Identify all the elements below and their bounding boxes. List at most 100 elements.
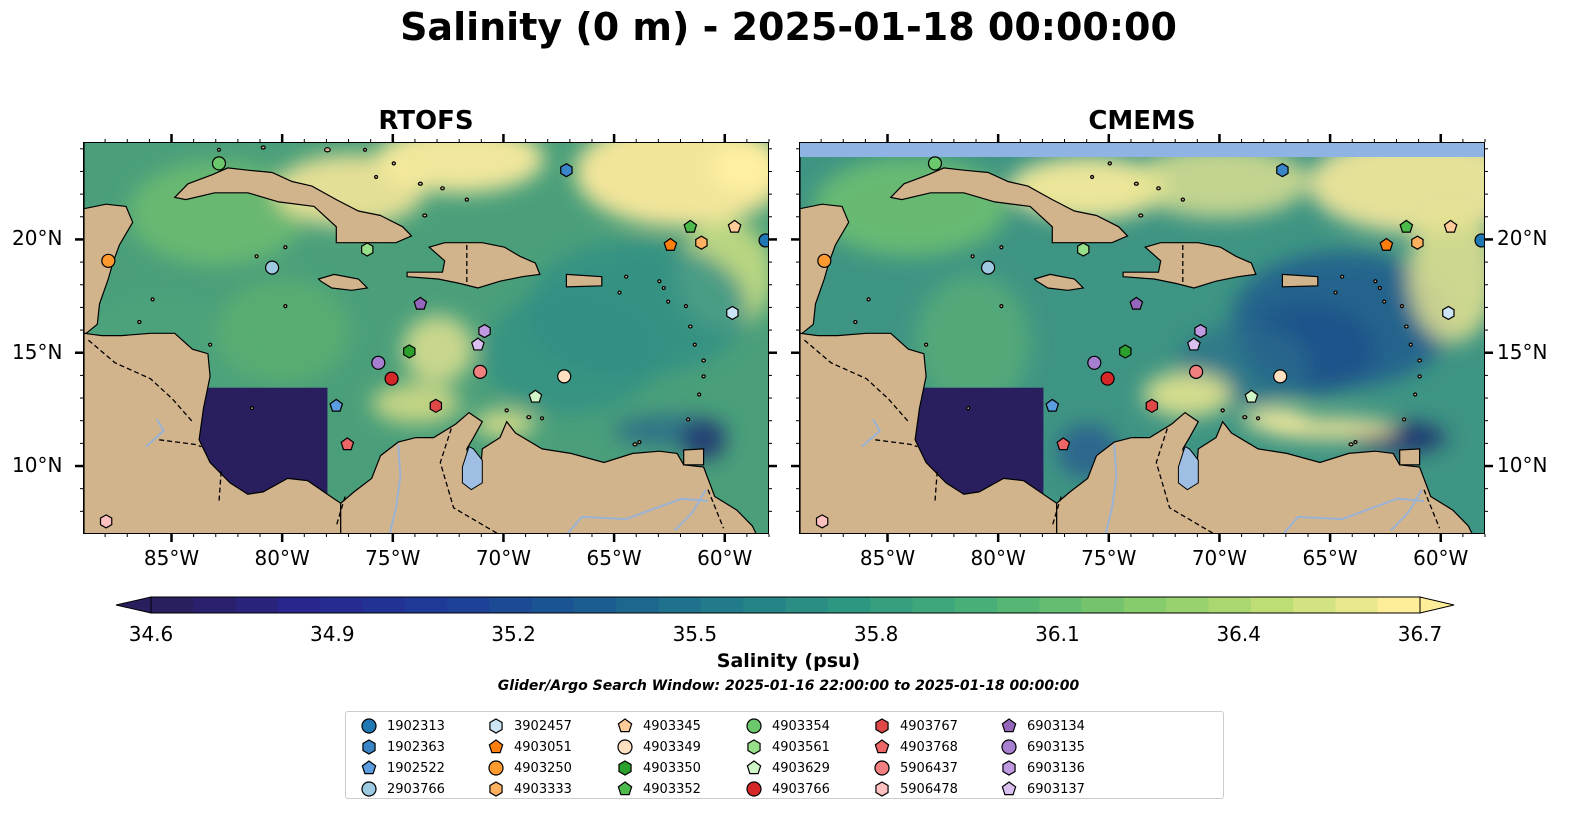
legend-label: 4903629 [772, 760, 830, 776]
river [566, 497, 709, 533]
platform-marker-6903136 [478, 323, 491, 339]
legend-label: 4903250 [514, 760, 572, 776]
legend-item: 4903250 [487, 758, 572, 778]
island [1255, 416, 1261, 421]
no-data-strip [800, 143, 1484, 157]
land-southAmerica [1056, 411, 1473, 533]
circle-marker-icon [361, 718, 377, 734]
river [1104, 444, 1118, 533]
colorbar-tick-label: 36.1 [1035, 622, 1080, 646]
platform-marker-4903350 [1119, 344, 1132, 359]
colorbar-frame [150, 596, 1421, 614]
x-tick-label: 75°W [1081, 546, 1137, 570]
colorbar-tick-label: 36.4 [1216, 622, 1261, 646]
circle-marker-icon [874, 760, 890, 776]
x-tick-label: 85°W [859, 546, 916, 570]
platform-marker-4903354 [927, 156, 943, 171]
colorbar-segment [277, 597, 321, 613]
x-tick-label: 70°W [475, 546, 532, 570]
hexagon-marker-icon [1002, 760, 1016, 776]
legend-label: 4903345 [643, 718, 701, 734]
island [970, 254, 975, 259]
island [687, 324, 693, 329]
platform-marker-4903333 [1411, 235, 1424, 250]
colorbar-segment [447, 597, 490, 613]
land-jamaica [317, 273, 369, 291]
border [1423, 489, 1441, 529]
legend-label: 4903768 [900, 739, 958, 755]
legend-label: 4903352 [643, 781, 701, 797]
legend-item: 5906437 [873, 758, 958, 778]
platform-marker-4903766 [384, 371, 399, 386]
pentagon-marker-icon [1001, 781, 1017, 796]
land-southAmerica [340, 411, 757, 533]
island [374, 174, 379, 180]
colorbar-segment [1250, 597, 1294, 613]
x-tick-label: 65°W [586, 546, 642, 570]
island [464, 197, 470, 202]
border [934, 471, 938, 502]
cmems-map-panel [799, 142, 1485, 534]
legend-label: 1902363 [387, 739, 445, 755]
platform-marker-6903137 [1187, 337, 1201, 351]
x-tick-label: 70°W [1191, 546, 1248, 570]
island [1403, 324, 1409, 329]
island [1417, 374, 1422, 379]
figure-title: Salinity (0 m) - 2025-01-18 00:00:00 [400, 5, 1177, 49]
pentagon-marker-icon [361, 760, 377, 775]
land-trinidad [1399, 448, 1421, 466]
land-hispaniola [1122, 242, 1257, 289]
island [637, 439, 642, 445]
hexagon-marker-icon [489, 718, 503, 734]
island [617, 290, 622, 295]
colorbar-segment [827, 597, 871, 613]
border [439, 428, 498, 533]
island [1333, 290, 1338, 295]
platform-marker-3902457 [1442, 305, 1455, 321]
salinity-colorbar [115, 596, 1455, 614]
island [853, 319, 858, 325]
border [159, 439, 202, 448]
island [283, 245, 288, 250]
legend-item: 2903766 [360, 779, 445, 799]
platform-marker-4903629 [528, 389, 543, 403]
colorbar-segment [1377, 597, 1421, 613]
river [388, 444, 402, 533]
cmems-panel-title: CMEMS [1088, 106, 1196, 136]
lake-maracaibo [461, 445, 483, 491]
legend-item: 4903051 [487, 737, 572, 757]
x-tick-label: 60°W [1413, 546, 1469, 570]
platform-marker-4903349 [557, 369, 572, 384]
colorbar-segment [531, 597, 575, 613]
colorbar-tick-label: 36.7 [1397, 622, 1443, 646]
legend-label: 4903350 [643, 760, 701, 776]
colorbar-segment [362, 597, 406, 613]
platform-marker-4903767 [429, 398, 443, 414]
border [803, 339, 909, 423]
river [861, 418, 881, 448]
legend-label: 2903766 [387, 781, 445, 797]
legend-item: 1902363 [360, 737, 445, 757]
colorbar-segment [1039, 597, 1083, 613]
border [1051, 496, 1062, 527]
colorbar-label: Salinity (psu) [716, 650, 861, 672]
island [1242, 415, 1248, 420]
platform-marker-1902363 [560, 162, 573, 178]
land-jamaica [1033, 273, 1085, 291]
colorbar-segment [616, 597, 660, 613]
platform-marker-1902363 [1276, 162, 1289, 178]
platform-marker-4903354 [211, 156, 227, 171]
colorbar-segment [1335, 597, 1379, 613]
island [697, 392, 702, 397]
pentagon-marker-icon [617, 781, 633, 796]
border [875, 439, 918, 448]
platform-marker-4903766 [1100, 371, 1115, 386]
island [1220, 408, 1225, 413]
legend-label: 4903333 [514, 781, 572, 797]
island [391, 161, 397, 166]
hexagon-marker-icon [362, 739, 376, 755]
colorbar-segment [912, 597, 956, 613]
platform-marker-4903767 [1145, 398, 1159, 414]
search-window-text: Glider/Argo Search Window: 2025-01-16 22… [497, 678, 1080, 694]
hexagon-marker-icon [875, 781, 889, 797]
